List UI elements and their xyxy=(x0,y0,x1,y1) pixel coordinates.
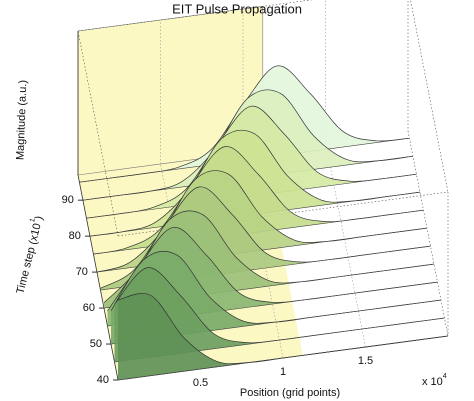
y-label-exponent: 1 xyxy=(29,217,37,223)
y-tick-label: 80 xyxy=(69,230,81,242)
slice-base xyxy=(117,335,449,381)
y-tick-label: 70 xyxy=(76,266,88,278)
grid-line xyxy=(325,141,366,348)
x-multiplier: x 104 xyxy=(422,373,447,388)
z-axis-label: Magnitude (a.u.) xyxy=(15,80,30,160)
box-edge xyxy=(117,191,449,237)
y-tick-label: 50 xyxy=(90,338,102,350)
x-tick-label: 1 xyxy=(280,366,286,378)
x-multiplier-exponent: 4 xyxy=(443,373,447,380)
x-axis-label: Position (grid points) xyxy=(240,387,340,399)
y-tick-label: 90 xyxy=(62,194,74,206)
y-axis xyxy=(77,174,119,381)
plot: 0.5 1 1.5 40 50 60 70 80 90 xyxy=(62,0,449,389)
box-edge xyxy=(407,130,449,337)
y-tick-label: 60 xyxy=(83,302,95,314)
pulse-area xyxy=(114,267,445,362)
pulse-line xyxy=(82,89,413,201)
x-tick-label: 1.5 xyxy=(358,355,373,367)
x-tick-label: 0.5 xyxy=(193,377,208,389)
chart-title: EIT Pulse Propagation xyxy=(172,1,302,16)
y-axis-label: Time step (x101) xyxy=(11,214,45,295)
pulse-line xyxy=(89,129,420,237)
y-label-end: ) xyxy=(33,215,46,221)
pulse-area xyxy=(118,293,448,380)
y-label-start: Time step (x10 xyxy=(14,222,43,295)
pulse-line xyxy=(86,105,417,219)
x-multiplier-base: x 10 xyxy=(422,376,443,388)
y-tick-label: 40 xyxy=(97,374,109,386)
